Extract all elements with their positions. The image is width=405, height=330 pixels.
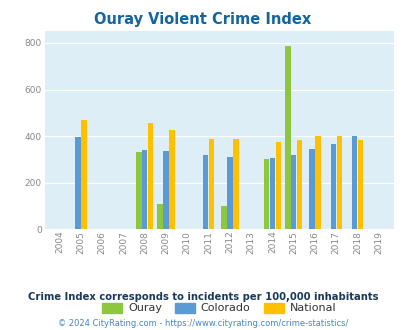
Text: © 2024 CityRating.com - https://www.cityrating.com/crime-statistics/: © 2024 CityRating.com - https://www.city… xyxy=(58,319,347,328)
Bar xyxy=(81,120,86,229)
Bar xyxy=(315,136,320,229)
Bar xyxy=(275,142,281,229)
Text: Crime Index corresponds to incidents per 100,000 inhabitants: Crime Index corresponds to incidents per… xyxy=(28,292,377,302)
Bar xyxy=(147,123,153,229)
Bar xyxy=(142,150,147,229)
Bar xyxy=(202,155,208,229)
Bar xyxy=(163,151,168,229)
Bar xyxy=(336,136,341,229)
Bar xyxy=(136,152,141,229)
Bar xyxy=(351,136,356,229)
Bar xyxy=(357,140,362,229)
Legend: Ouray, Colorado, National: Ouray, Colorado, National xyxy=(98,298,340,318)
Bar xyxy=(208,139,214,229)
Bar xyxy=(263,159,269,229)
Bar xyxy=(330,144,335,229)
Bar xyxy=(221,206,226,229)
Bar xyxy=(169,130,174,229)
Bar xyxy=(226,157,232,229)
Bar xyxy=(309,149,314,229)
Text: Ouray Violent Crime Index: Ouray Violent Crime Index xyxy=(94,12,311,26)
Bar xyxy=(296,140,302,229)
Bar xyxy=(157,204,162,229)
Bar xyxy=(290,155,296,229)
Bar xyxy=(284,47,290,229)
Bar xyxy=(232,139,238,229)
Bar xyxy=(75,137,81,229)
Bar xyxy=(269,158,275,229)
